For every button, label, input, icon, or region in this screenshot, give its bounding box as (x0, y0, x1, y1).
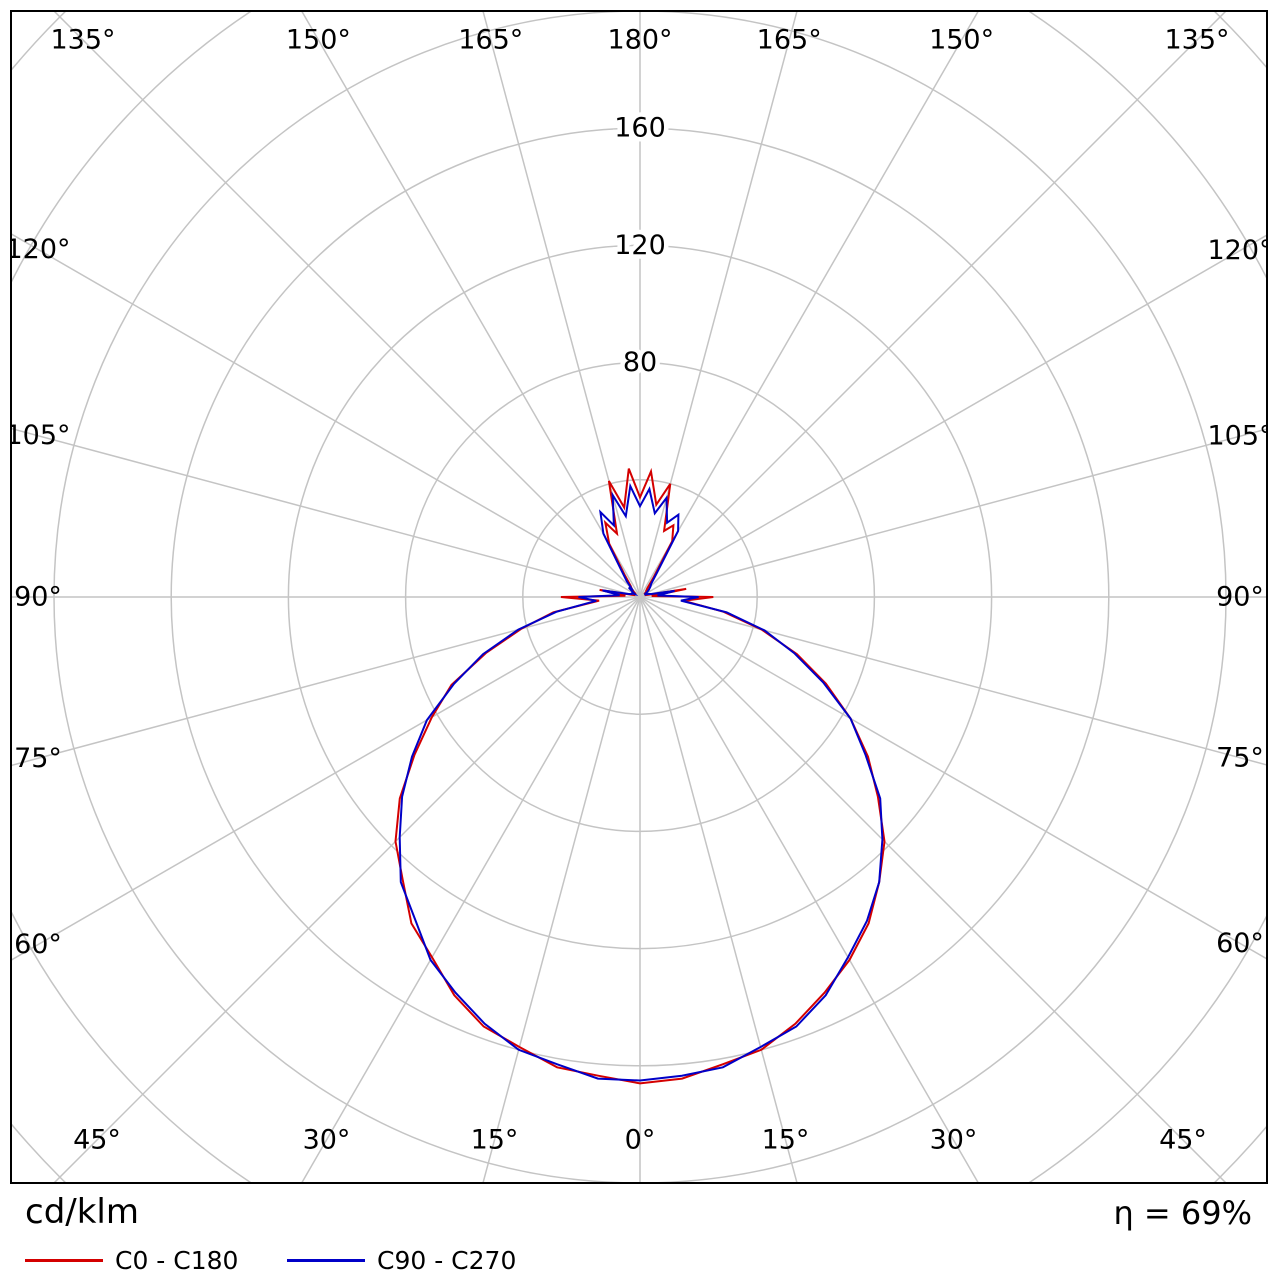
grid-ray (639, 12, 979, 598)
legend-line-c0 (25, 1258, 103, 1262)
angle-label: 165° (757, 25, 822, 56)
efficiency-label: η = 69% (1113, 1194, 1252, 1232)
grid-ray (12, 233, 641, 598)
grid-ray (639, 596, 798, 1182)
angle-label: 120° (12, 234, 71, 265)
angle-label: 90° (14, 582, 62, 613)
grid-ray (639, 12, 798, 598)
grid-ray (12, 427, 641, 598)
grid-ray (639, 596, 1227, 1182)
angle-label: 165° (458, 25, 523, 56)
legend-label-c0: C0 - C180 (115, 1245, 239, 1275)
polar-chart-svg: 0° 180° 15° 15° 30° 30° 45° 45° 60° 60° 75° 75° 90° 9… (12, 12, 1266, 1182)
units-label: cd/klm (25, 1192, 139, 1232)
series-curve-1 (398, 482, 884, 1082)
grid-ray (12, 596, 641, 767)
grid-ray (639, 596, 1266, 960)
grid-ray (482, 12, 641, 598)
angle-label: 0° (625, 1125, 656, 1156)
angle-label: 135° (1164, 25, 1229, 56)
grid-ray (301, 596, 641, 1182)
grid-ray (639, 596, 979, 1182)
grid-ray (639, 12, 1227, 598)
angle-label: 135° (50, 25, 115, 56)
grid-layer (12, 12, 1266, 1182)
angle-label: 60° (1216, 928, 1264, 959)
angle-label: 15° (471, 1125, 519, 1156)
grid-ray (12, 596, 641, 961)
legend-item-c0: C0 - C180 (25, 1244, 238, 1276)
radial-value-label: 160 (614, 113, 666, 144)
angle-label: 105° (1207, 421, 1266, 452)
angle-label: 45° (1159, 1125, 1207, 1156)
grid-ray (639, 234, 1266, 598)
angle-label: 90° (1216, 582, 1264, 613)
angle-label: 60° (14, 929, 62, 960)
angle-label: 15° (762, 1125, 810, 1156)
polar-plot-frame: 0° 180° 15° 15° 30° 30° 45° 45° 60° 60° 75° 75° 90° 9… (10, 10, 1268, 1184)
angle-label: 30° (303, 1125, 351, 1156)
angle-label: 75° (14, 743, 62, 774)
footer: cd/klm η = 69% C0 - C180 C90 - C270 (0, 1188, 1280, 1280)
grid-ray (53, 12, 641, 598)
legend: C0 - C180 C90 - C270 (25, 1244, 1255, 1276)
angle-label: 105° (12, 420, 71, 451)
grid-ray (639, 428, 1266, 598)
legend-label-c90: C90 - C270 (377, 1245, 517, 1275)
angle-label: 120° (1207, 235, 1266, 266)
grid-ray (482, 596, 641, 1182)
grid-ray (301, 12, 641, 598)
grid-ray (639, 596, 1266, 766)
radial-value-label: 80 (623, 347, 657, 378)
grid-ray (53, 596, 641, 1182)
angle-label: 180° (607, 25, 672, 56)
angle-label: 75° (1216, 742, 1264, 773)
angle-label: 150° (929, 25, 994, 56)
radial-value-label: 120 (614, 230, 666, 261)
legend-line-c90 (287, 1258, 365, 1262)
legend-item-c90: C90 - C270 (287, 1244, 516, 1276)
angle-label: 150° (286, 25, 351, 56)
angle-label: 30° (930, 1125, 978, 1156)
angle-label: 45° (73, 1125, 121, 1156)
